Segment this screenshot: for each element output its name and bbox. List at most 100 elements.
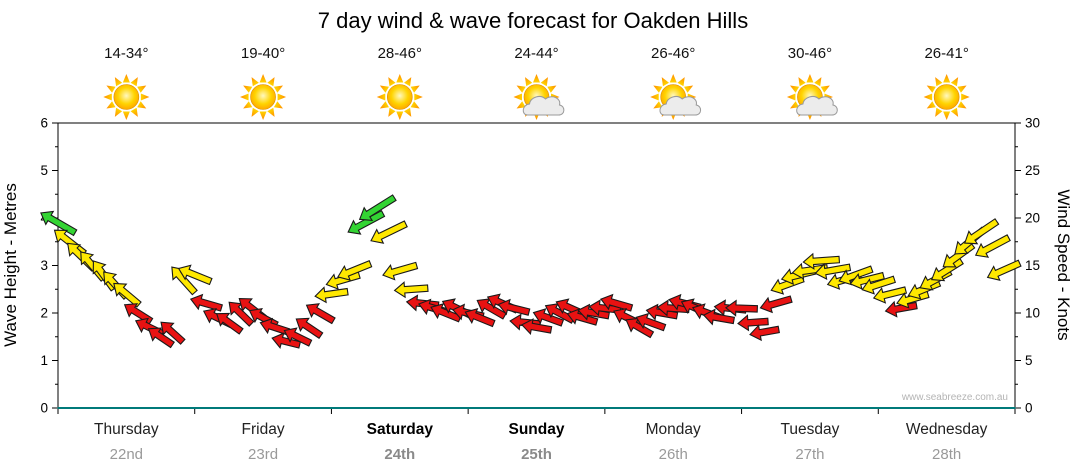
sun-ray [669, 74, 677, 83]
cloud-shape [796, 96, 838, 116]
left-axis-title: Wave Height - Metres [1, 183, 20, 347]
sun-ray [790, 101, 800, 109]
plot-area: 0123456051015202530 Wave Height - Metres… [1, 116, 1073, 416]
sun-ray [388, 77, 396, 87]
wind-arrows [40, 194, 1022, 349]
sun-ray [114, 77, 123, 87]
sun-cloud-icon [513, 74, 565, 120]
wind-arrow [986, 259, 1022, 281]
wind-arrow [113, 282, 142, 308]
wind-arrow [964, 218, 1000, 245]
sun-ray [267, 107, 275, 117]
day-temp-range: 24-44° [514, 45, 558, 62]
wind-arrow [314, 286, 349, 304]
sun-ray [251, 77, 259, 87]
sun-ray [798, 77, 806, 87]
day-headers: 14-34° 19-40° 28-46° 24-44° 26-46° 30-46° 26-4… [103, 45, 970, 120]
sun-ray [806, 74, 814, 83]
sun-ray [653, 101, 663, 109]
sun-ray [926, 85, 936, 93]
right-axis-value: 15 [1025, 258, 1040, 273]
sun-ray [404, 77, 412, 87]
sun-ray [130, 107, 138, 117]
sun-icon [240, 74, 287, 120]
sun-ray [259, 111, 267, 120]
day-temp-range: 19-40° [241, 45, 285, 62]
sun-ray [533, 74, 540, 83]
sun-cloud-icon [650, 74, 702, 120]
wind-arrow [305, 303, 336, 325]
sun-ray [114, 107, 123, 117]
day-date: 27th [795, 446, 824, 463]
right-axis-value: 10 [1025, 306, 1040, 321]
wind-arrow [464, 308, 496, 328]
sun-ray [650, 93, 659, 101]
day-temp-range: 30-46° [788, 45, 832, 62]
left-axis-value: 6 [40, 116, 48, 131]
wind-arrow [600, 293, 634, 312]
sun-ray [943, 74, 951, 83]
day-date: 26th [659, 446, 688, 463]
sun-ray [926, 101, 936, 109]
sun-ray [379, 85, 389, 93]
sun-ray [786, 93, 796, 101]
sun-ray [677, 77, 685, 87]
sun-ray [122, 74, 130, 83]
day-name: Thursday [94, 421, 159, 438]
sun-ray [661, 77, 669, 87]
sun-ray [943, 111, 951, 120]
wind-arrow [228, 301, 255, 327]
right-axis-value: 25 [1025, 163, 1040, 178]
sun-cloud-icon [786, 74, 838, 120]
wind-arrow [737, 314, 769, 332]
sun-ray [684, 85, 694, 93]
sun-ray [251, 107, 259, 117]
sun-ray [516, 101, 526, 109]
sun-icon [376, 74, 423, 120]
axis-value-labels: 0123456051015202530 [40, 116, 1040, 416]
sun-icon [923, 74, 970, 120]
sun-ray [130, 77, 138, 87]
cloud-shape [522, 96, 565, 116]
sun-ray [950, 107, 959, 117]
sun-ray [653, 85, 663, 93]
sun-ray [259, 74, 267, 83]
wind-arrow [532, 308, 565, 327]
wind-arrow [147, 327, 175, 349]
day-name: Sunday [509, 421, 565, 438]
sun-ray [243, 85, 253, 93]
wind-arrow [393, 281, 429, 299]
day-date: 28th [932, 446, 961, 463]
wind-arrow [177, 264, 213, 286]
day-name: Wednesday [906, 421, 988, 438]
sun-ray [790, 85, 800, 93]
wind-arrow [625, 317, 655, 339]
sun-ray [950, 77, 959, 87]
sun-ray [243, 101, 253, 109]
sun-ray [103, 93, 112, 101]
sun-ray [396, 111, 404, 120]
sun-ray [404, 107, 412, 117]
wind-arrow [295, 317, 324, 340]
wind-arrow [635, 312, 667, 332]
wind-arrow [259, 317, 291, 336]
day-date: 23rd [248, 446, 278, 463]
day-name: Saturday [367, 421, 434, 438]
wind-arrow [370, 220, 408, 244]
sun-ray [410, 85, 420, 93]
wind-arrow [347, 209, 386, 235]
wind-arrow [849, 271, 885, 290]
plot-frame [57, 122, 1016, 409]
sun-ray [379, 101, 389, 109]
sun-ray [547, 85, 557, 93]
wind-arrow [759, 295, 793, 314]
left-axis-value: 5 [40, 163, 48, 178]
sun-ray [525, 77, 533, 87]
sun-ray [106, 101, 116, 109]
day-name: Monday [646, 421, 701, 438]
sun-ray [273, 85, 283, 93]
day-date: 25th [521, 446, 552, 463]
wind-arrow [283, 327, 313, 347]
